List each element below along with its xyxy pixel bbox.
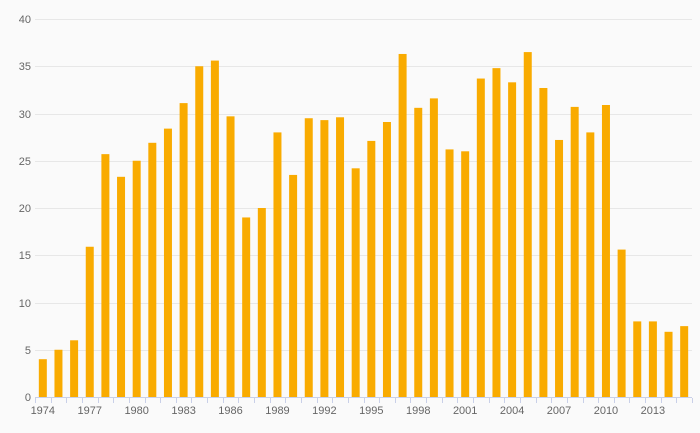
y-axis-label: 15: [19, 250, 31, 262]
bar[interactable]: [633, 321, 642, 397]
bar[interactable]: [414, 107, 423, 397]
y-axis-label: 35: [19, 61, 31, 73]
bar[interactable]: [461, 151, 470, 397]
bar[interactable]: [429, 98, 438, 397]
bar[interactable]: [367, 140, 376, 397]
bar[interactable]: [601, 105, 610, 397]
bar[interactable]: [304, 118, 313, 397]
x-axis-label: 1977: [78, 405, 102, 417]
y-axis-label: 20: [19, 203, 31, 215]
bar[interactable]: [38, 359, 47, 397]
x-axis-label: 1974: [31, 405, 55, 417]
y-axis-label: 40: [19, 14, 31, 26]
bar[interactable]: [101, 154, 110, 397]
bar[interactable]: [648, 321, 657, 397]
bar[interactable]: [148, 142, 157, 397]
bar[interactable]: [257, 208, 266, 397]
x-axis-label: 1995: [359, 405, 383, 417]
bar[interactable]: [163, 128, 172, 397]
bar[interactable]: [70, 340, 79, 397]
bar[interactable]: [680, 326, 689, 398]
bar[interactable]: [539, 87, 548, 398]
y-axis-label: 0: [25, 392, 31, 404]
bar[interactable]: [289, 174, 298, 397]
bar[interactable]: [85, 246, 94, 397]
bar[interactable]: [555, 139, 564, 397]
x-axis-label: 1983: [171, 405, 195, 417]
bar[interactable]: [273, 132, 282, 397]
bar[interactable]: [242, 217, 251, 397]
x-axis-label: 2007: [547, 405, 571, 417]
y-axis-label: 30: [19, 109, 31, 121]
bar[interactable]: [617, 249, 626, 397]
bar[interactable]: [226, 116, 235, 397]
bar[interactable]: [117, 176, 126, 397]
bar[interactable]: [382, 122, 391, 397]
bar[interactable]: [476, 78, 485, 397]
bar[interactable]: [351, 168, 360, 397]
x-axis-label: 1986: [218, 405, 242, 417]
bar[interactable]: [586, 132, 595, 397]
bar[interactable]: [492, 68, 501, 397]
x-axis-label: 1992: [312, 405, 336, 417]
bar[interactable]: [523, 52, 532, 397]
x-axis-label: 1998: [406, 405, 430, 417]
y-axis-label: 25: [19, 156, 31, 168]
x-axis-label: 2004: [500, 405, 524, 417]
bar[interactable]: [210, 60, 219, 397]
bar[interactable]: [336, 117, 345, 397]
bar[interactable]: [570, 106, 579, 397]
y-axis-label: 5: [25, 345, 31, 357]
x-axis-label: 2013: [641, 405, 665, 417]
x-axis-label: 1980: [124, 405, 148, 417]
bar[interactable]: [398, 53, 407, 397]
x-axis-label: 1989: [265, 405, 289, 417]
x-axis-label: 2001: [453, 405, 477, 417]
bar[interactable]: [179, 103, 188, 398]
x-axis-label: 2010: [594, 405, 618, 417]
bar[interactable]: [664, 331, 673, 397]
bar[interactable]: [445, 149, 454, 397]
bar[interactable]: [508, 82, 517, 397]
bar[interactable]: [320, 120, 329, 398]
bar[interactable]: [195, 66, 204, 397]
bar[interactable]: [132, 160, 141, 397]
bar[interactable]: [54, 349, 63, 397]
y-axis-label: 10: [19, 298, 31, 310]
